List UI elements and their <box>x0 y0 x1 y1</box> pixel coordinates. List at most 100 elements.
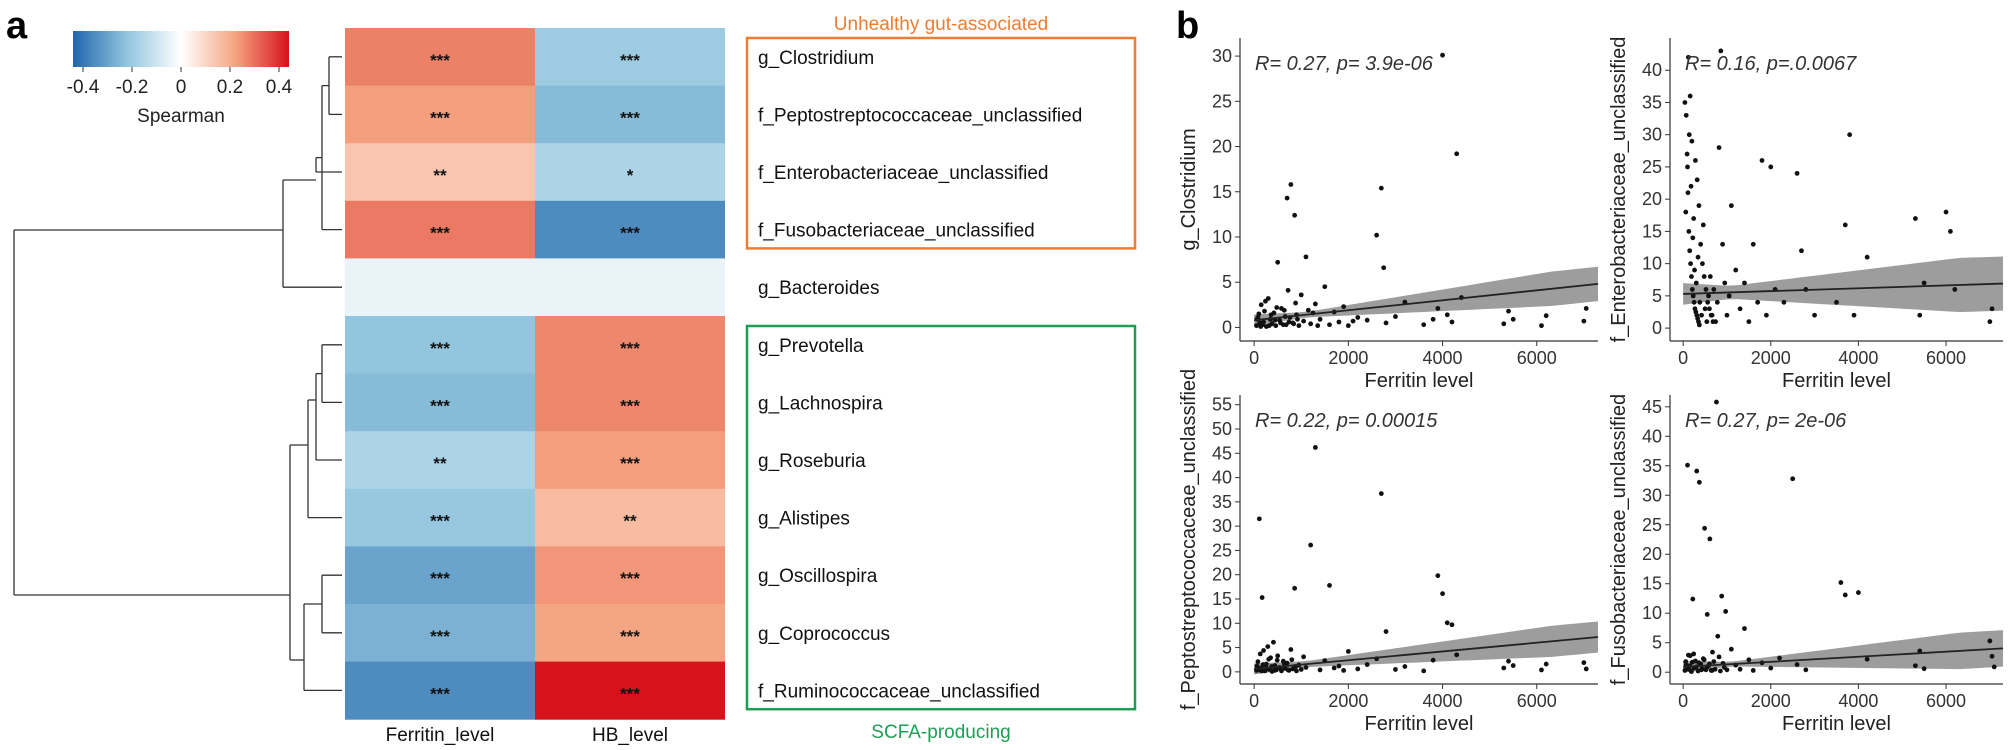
data-point <box>1728 646 1734 652</box>
row-label: g_Roseburia <box>758 451 866 472</box>
data-point <box>1726 293 1732 299</box>
data-point <box>1686 229 1692 234</box>
data-point <box>1308 542 1314 548</box>
data-point <box>1285 667 1291 673</box>
panel-letter-b: b <box>1176 5 1199 47</box>
data-point <box>1266 323 1272 329</box>
y-tick-label: 25 <box>1642 515 1662 535</box>
data-point <box>1305 307 1311 313</box>
data-point <box>1711 287 1717 292</box>
data-point <box>1838 580 1844 585</box>
y-tick-label: 20 <box>1642 189 1662 209</box>
row-label: f_Fusobacteriaceae_unclassified <box>758 221 1035 242</box>
row-label: f_Peptostreptococcaceae_unclassified <box>758 105 1082 126</box>
heatmap-cells: *** ****** ***** **** ****** ****** ***** *****… <box>345 28 725 720</box>
x-tick-label: 2000 <box>1328 348 1368 368</box>
y-tick-label: 10 <box>1212 613 1232 633</box>
regression-line <box>1254 636 1599 670</box>
y-tick-label: 10 <box>1212 227 1232 247</box>
data-point <box>1755 299 1761 305</box>
correlation-annotation: R= 0.27, p= 3.9e-06 <box>1255 53 1434 75</box>
y-tick-label: 45 <box>1642 397 1662 417</box>
data-point <box>1943 209 1949 215</box>
data-point <box>1690 235 1696 241</box>
data-point <box>1921 280 1927 286</box>
significance-stars: ** <box>623 512 637 531</box>
legend-tick-label: 0.4 <box>266 77 293 98</box>
data-point <box>1695 254 1701 260</box>
y-tick-label: 50 <box>1212 419 1232 439</box>
y-tick-label: 15 <box>1642 574 1662 594</box>
y-tick-label: 35 <box>1212 492 1232 512</box>
data-point <box>1690 596 1696 602</box>
x-tick-label: 4000 <box>1838 691 1878 711</box>
data-point <box>1768 164 1774 170</box>
y-tick-label: 25 <box>1642 157 1662 177</box>
data-point <box>1737 306 1743 312</box>
data-point <box>1683 112 1689 118</box>
heatmap-cell <box>345 258 535 317</box>
data-point <box>1763 312 1769 318</box>
data-point <box>1383 320 1389 326</box>
data-point <box>1327 583 1332 588</box>
data-point <box>1266 656 1272 662</box>
group-label: SCFA-producing <box>871 722 1010 743</box>
significance-stars: *** <box>430 684 450 703</box>
data-point <box>1296 323 1302 329</box>
y-tick-label: 25 <box>1212 540 1232 560</box>
data-point <box>1699 667 1704 673</box>
data-point <box>1708 312 1714 318</box>
data-point <box>1697 299 1703 305</box>
data-point <box>1261 319 1266 325</box>
x-tick-label: 2000 <box>1328 691 1368 711</box>
data-point <box>1298 292 1304 298</box>
row-label: g_Prevotella <box>758 336 864 357</box>
row-label: f_Enterobacteriaceae_unclassified <box>758 163 1048 184</box>
heatmap-cell <box>535 373 725 432</box>
heatmap-cell <box>345 661 535 720</box>
regression-line <box>1254 282 1599 322</box>
correlation-annotation: R= 0.22, p= 0.00015 <box>1255 410 1438 432</box>
data-point <box>1686 54 1691 60</box>
data-point <box>1689 659 1695 665</box>
data-point <box>1864 656 1870 662</box>
significance-stars: *** <box>620 51 640 70</box>
data-point <box>1812 312 1817 318</box>
data-point <box>1364 662 1370 667</box>
data-point <box>1685 164 1690 170</box>
data-point <box>1989 306 1995 312</box>
legend-tick-label: -0.2 <box>116 77 149 98</box>
y-tick-label: 20 <box>1212 137 1232 157</box>
x-tick-label: 2000 <box>1751 348 1791 368</box>
significance-stars: *** <box>430 108 450 127</box>
data-point <box>1759 158 1765 163</box>
data-point <box>1701 274 1707 279</box>
data-point <box>1768 665 1774 671</box>
correlation-annotation: R= 0.16, p=.0.0067 <box>1685 53 1857 75</box>
row-label: g_Oscillospira <box>758 566 878 587</box>
data-point <box>1284 195 1290 201</box>
data-point <box>1917 312 1923 318</box>
data-point <box>1912 216 1918 221</box>
data-point <box>1308 321 1314 327</box>
data-point <box>1742 626 1747 631</box>
data-point <box>1790 476 1796 482</box>
data-point <box>1781 299 1787 305</box>
data-point <box>1685 190 1691 196</box>
data-point <box>1303 254 1309 260</box>
heatmap-cell <box>345 604 535 663</box>
data-point <box>1341 668 1347 673</box>
row-dendrogram <box>13 56 342 692</box>
x-tick-label: 0 <box>1678 691 1688 711</box>
data-point <box>1856 590 1861 595</box>
data-point <box>1746 319 1752 325</box>
significance-stars: *** <box>620 569 640 588</box>
data-point <box>1722 280 1728 286</box>
y-axis-title: g_Clostridium <box>1178 128 1200 250</box>
data-point <box>1733 267 1739 273</box>
y-tick-label: 45 <box>1212 443 1232 463</box>
legend-tick-label: 0.2 <box>217 77 243 98</box>
y-tick-label: 30 <box>1212 46 1232 66</box>
